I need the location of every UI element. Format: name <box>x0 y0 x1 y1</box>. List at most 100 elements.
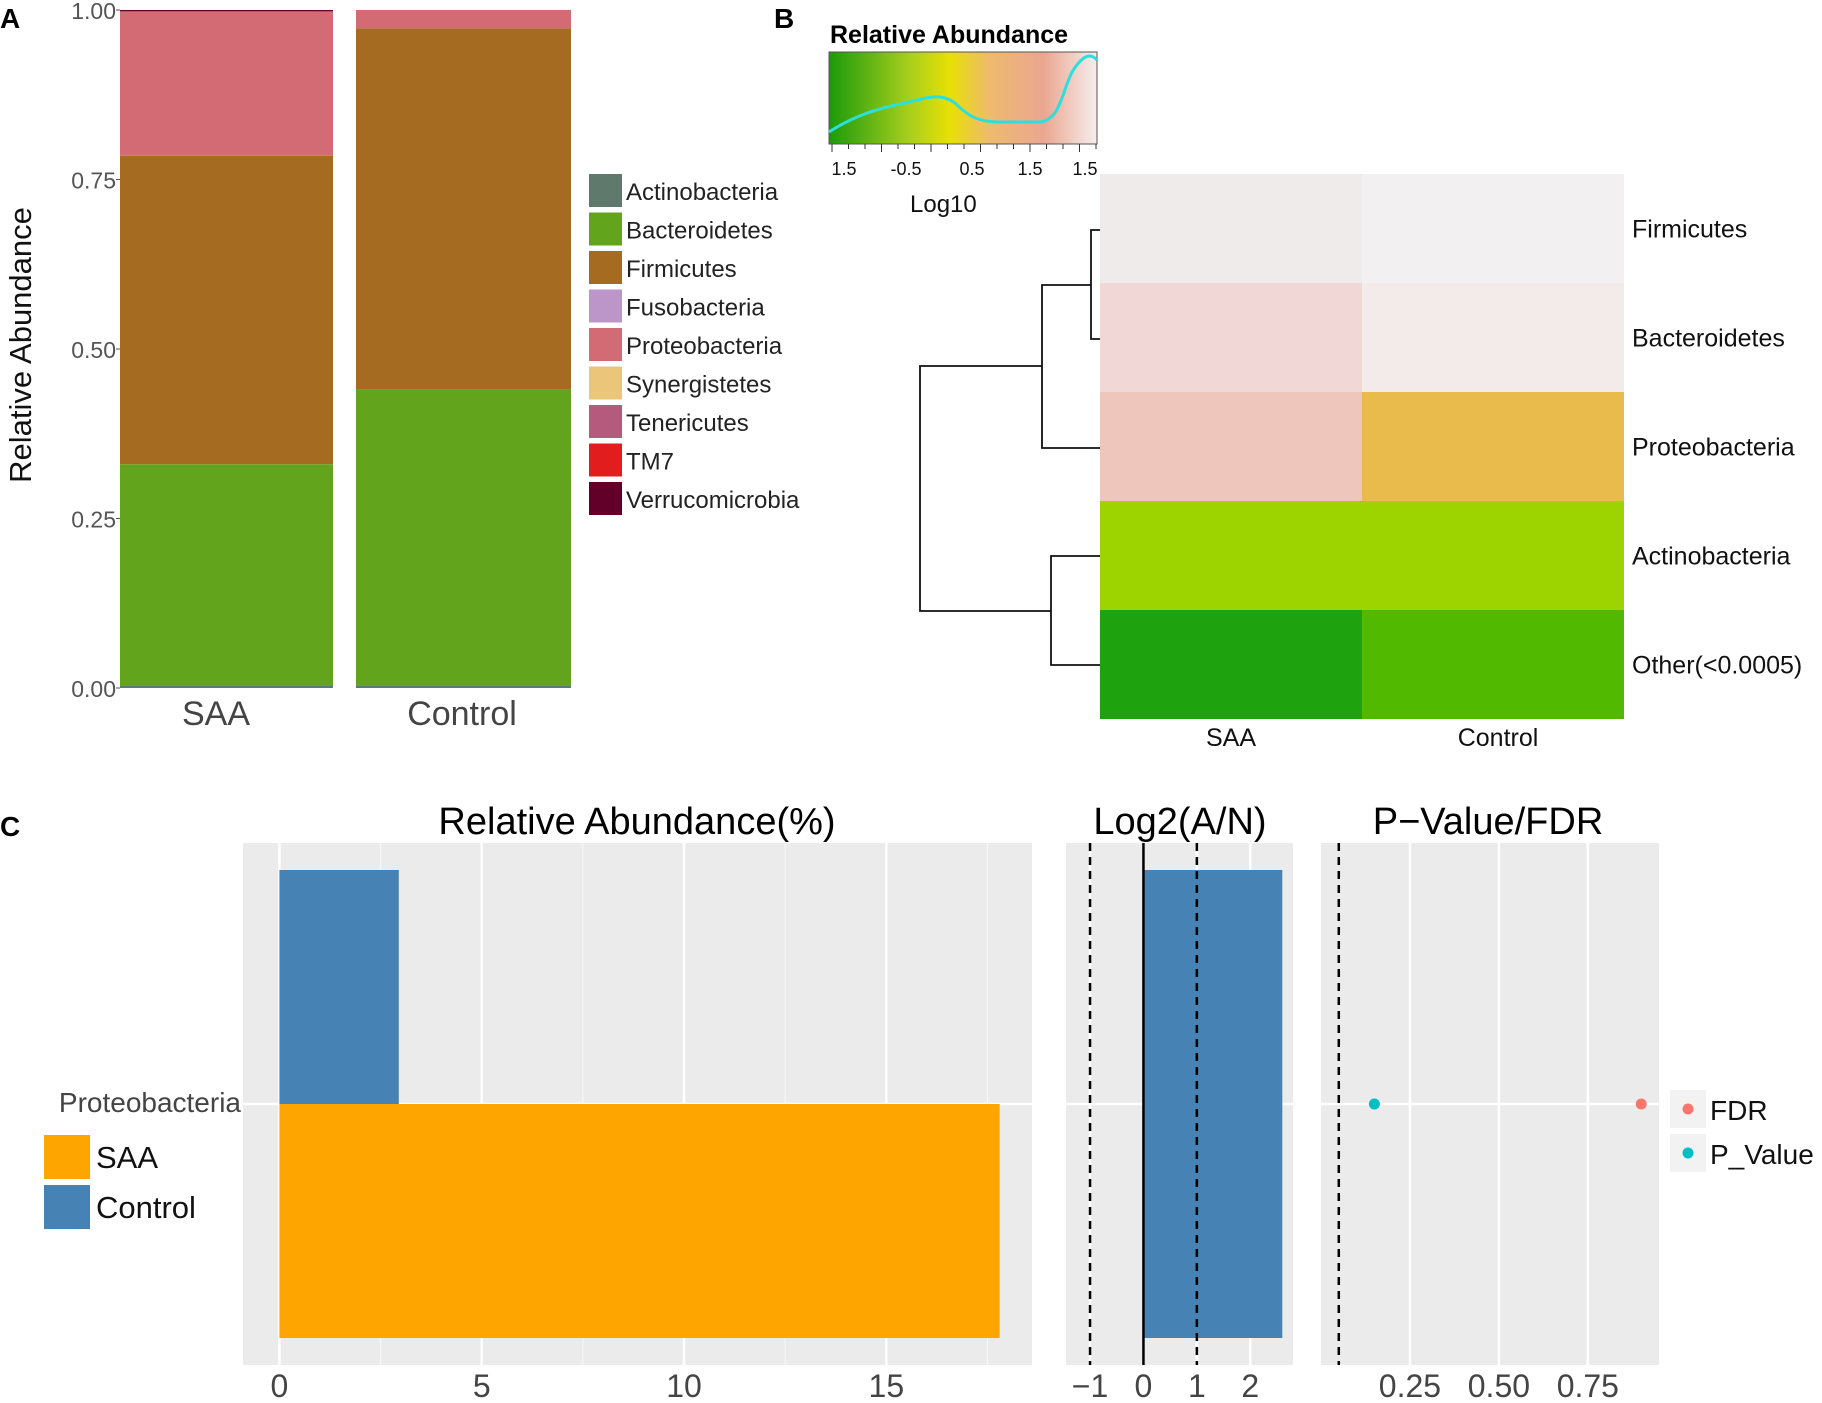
legend-label-p-value: P_Value <box>1710 1139 1814 1170</box>
bar-saa <box>279 1104 1000 1338</box>
heatmap-cell-proteobacteria-saa <box>1100 392 1362 501</box>
legend-label-tenericutes: Tenericutes <box>626 410 749 437</box>
heatmap-cell-firmicutes-saa <box>1100 174 1362 283</box>
panel-a-x-labels: SAA Control <box>182 695 517 733</box>
abundance-tick-label: 15 <box>869 1368 905 1403</box>
log2-tick-label: 0 <box>1135 1368 1153 1403</box>
abundance-tick-label: 0 <box>271 1368 289 1403</box>
pvalue-points <box>1368 1098 1647 1110</box>
legend-label-synergistetes: Synergistetes <box>626 372 771 399</box>
heatmap-legend-title: Relative Abundance <box>830 21 1068 49</box>
bar-segment-control-bacteroidetes <box>356 389 571 686</box>
x-tick-label-saa: SAA <box>182 695 250 733</box>
y-tick-label: 0.50 <box>71 337 116 363</box>
heatmap-column-label-control: Control <box>1458 724 1539 752</box>
heatmap-legend-ticks: 1.5 -0.5 0.5 1.5 1.5 <box>831 144 1098 179</box>
legend-label-control: Control <box>96 1190 196 1225</box>
legend-label-proteobacteria: Proteobacteria <box>626 333 783 360</box>
y-tick-label: 0.75 <box>71 168 116 194</box>
legend-swatch-fusobacteria <box>589 289 622 323</box>
panel-label-a: A <box>0 3 20 34</box>
heatmap-legend-gradient <box>828 51 1098 145</box>
legend-label-verrucomicrobia: Verrucomicrobia <box>626 487 800 514</box>
heatmap-row-label-bacteroidetes: Bacteroidetes <box>1632 325 1785 353</box>
bar-segment-saa-verrucomicrobia <box>120 10 333 12</box>
panel-label-b: B <box>774 3 794 34</box>
abundance-x-ticks: 0 5 10 15 <box>271 1368 905 1403</box>
category-label: Proteobacteria <box>59 1087 242 1118</box>
legend-swatch-firmicutes <box>589 251 622 284</box>
abundance-tick-label: 5 <box>473 1368 491 1403</box>
bar-segment-control-actinobacteria <box>356 685 571 688</box>
bar-segment-saa-bacteroidetes <box>120 464 333 686</box>
panel-b-heatmap: Relative Abundance 1.5 -0.5 0.5 1.5 1.5 Log1… <box>828 21 1802 752</box>
heatmap-legend-xlabel: Log10 <box>910 191 977 218</box>
pvalue-tick-label: 0.25 <box>1379 1368 1441 1403</box>
y-tick-label: 0.00 <box>71 676 116 702</box>
pvalue-title: P−Value/FDR <box>1373 801 1604 843</box>
legend-swatch-saa <box>44 1135 90 1179</box>
y-tick-label: 1.00 <box>71 0 116 24</box>
legend-label-actinobacteria: Actinobacteria <box>626 179 779 206</box>
legend-swatch-tenericutes <box>589 405 622 438</box>
heatmap-row-label-other-0-0005: Other(<0.0005) <box>1632 652 1802 680</box>
legend-swatch-actinobacteria <box>589 174 622 207</box>
heatmap-cell-other-0-0005-control <box>1362 610 1624 719</box>
heatmap-legend-tick-label: 0.5 <box>959 159 984 179</box>
pvalue-x-ticks: 0.25 0.50 0.75 <box>1379 1368 1619 1403</box>
abundance-bars <box>279 870 1000 1338</box>
legend-swatch-control <box>44 1185 90 1229</box>
heatmap-row-label-firmicutes: Firmicutes <box>1632 216 1747 244</box>
heatmap-legend-density-curve <box>828 54 1099 134</box>
log2-tick-label: 1 <box>1188 1368 1206 1403</box>
pvalue-legend: FDR P_Value <box>1670 1090 1814 1172</box>
bar-segment-saa-actinobacteria <box>120 685 333 688</box>
point-fdr <box>1635 1098 1647 1110</box>
legend-label-saa: SAA <box>96 1140 158 1175</box>
bar-segment-control-firmicutes <box>356 28 571 390</box>
legend-dot-fdr <box>1682 1103 1694 1115</box>
row-dendrogram <box>919 229 1100 666</box>
point-p-value <box>1368 1098 1380 1110</box>
pvalue-tick-label: 0.75 <box>1557 1368 1619 1403</box>
heatmap-row-label-proteobacteria: Proteobacteria <box>1632 434 1795 462</box>
heatmap-cell-bacteroidetes-saa <box>1100 283 1362 392</box>
heatmap-legend-tick-label: -0.5 <box>890 159 921 179</box>
panel-a-stacked-bar-chart: 0.00 0.25 0.50 0.75 1.00 SAA Control Relative… <box>3 0 800 733</box>
heatmap-column-labels: SAA Control <box>1206 724 1538 752</box>
heatmap-cells <box>1100 174 1624 719</box>
panel-c-differential-abundance: 0 5 10 15 Relative Abundance(%) Proteobacte… <box>44 801 1814 1403</box>
heatmap-cell-actinobacteria-control <box>1362 501 1624 610</box>
heatmap-cell-firmicutes-control <box>1362 174 1624 283</box>
pvalue-tick-label: 0.50 <box>1468 1368 1530 1403</box>
heatmap-row-labels: Firmicutes Bacteroidetes Proteobacteria Act… <box>1632 216 1802 680</box>
heatmap-cell-proteobacteria-control <box>1362 392 1624 501</box>
log2-bar <box>1088 843 1283 1365</box>
panel-a-legend: Actinobacteria Bacteroidetes Firmicutes Fus… <box>589 174 800 515</box>
panel-label-c: C <box>0 811 20 842</box>
log2-title: Log2(A/N) <box>1093 801 1266 843</box>
legend-swatch-proteobacteria <box>589 328 622 361</box>
group-legend: SAA Control <box>44 1135 196 1229</box>
legend-label-firmicutes: Firmicutes <box>626 256 737 283</box>
legend-swatch-synergistetes <box>589 366 622 400</box>
heatmap-legend-tick-label: 1.5 <box>831 159 856 179</box>
panel-a-bars <box>120 10 571 688</box>
abundance-title: Relative Abundance(%) <box>438 801 835 843</box>
y-tick-label: 0.25 <box>71 507 116 533</box>
log2-x-ticks: −1 0 1 2 <box>1072 1368 1259 1403</box>
legend-label-tm7: TM7 <box>626 449 674 476</box>
legend-swatch-verrucomicrobia <box>589 482 622 515</box>
heatmap-cell-actinobacteria-saa <box>1100 501 1362 610</box>
heatmap-cell-other-0-0005-saa <box>1100 610 1362 719</box>
legend-label-fusobacteria: Fusobacteria <box>626 295 765 322</box>
heatmap-column-label-saa: SAA <box>1206 724 1256 752</box>
heatmap-row-label-actinobacteria: Actinobacteria <box>1632 543 1791 571</box>
legend-label-fdr: FDR <box>1710 1095 1768 1126</box>
panel-a-y-axis: 0.00 0.25 0.50 0.75 1.00 <box>71 0 120 702</box>
abundance-tick-label: 10 <box>666 1368 702 1403</box>
heatmap-legend-tick-label: 1.5 <box>1017 159 1042 179</box>
legend-label-bacteroidetes: Bacteroidetes <box>626 218 773 245</box>
heatmap-cell-bacteroidetes-control <box>1362 283 1624 392</box>
